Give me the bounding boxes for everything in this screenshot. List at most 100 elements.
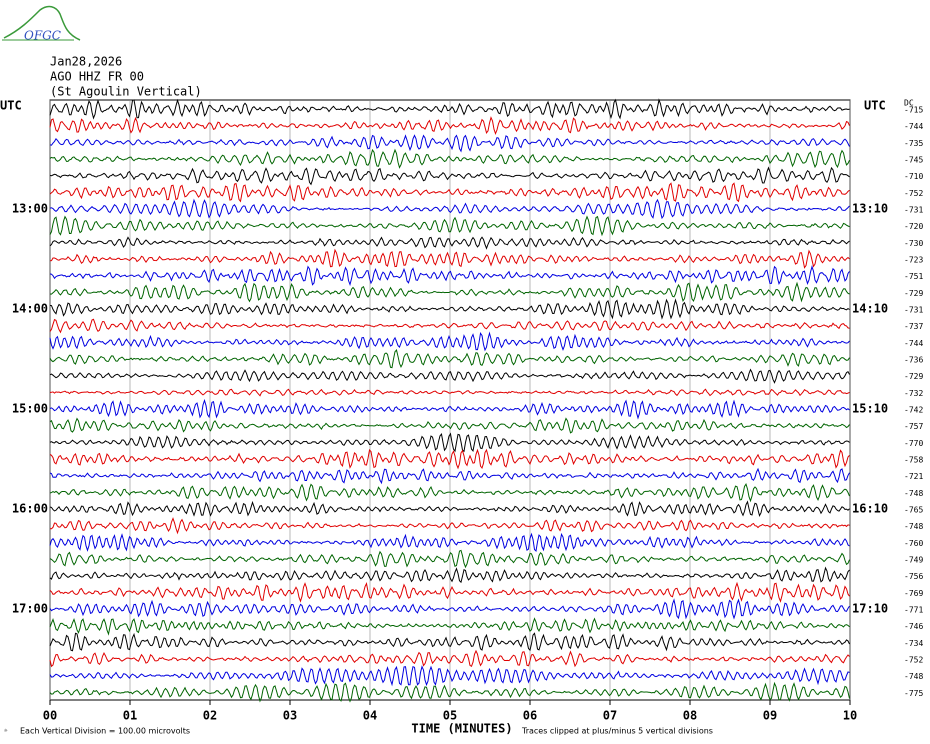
trace: [49, 331, 850, 352]
dc-offset: -758: [904, 456, 923, 465]
dc-offset: -746: [904, 622, 923, 631]
dc-offset: -744: [904, 339, 923, 348]
dc-offset: -715: [904, 106, 923, 115]
trace: [49, 632, 850, 652]
dc-offset: -770: [904, 439, 923, 448]
dc-offset: -748: [904, 489, 923, 498]
minute-label: 07: [603, 709, 617, 723]
dc-offset: -748: [904, 522, 923, 531]
dc-offset: -723: [904, 256, 923, 265]
trace: [49, 318, 850, 334]
trace: [49, 467, 850, 485]
location: (St Agoulin Vertical): [50, 85, 202, 99]
minute-label: 02: [203, 709, 217, 723]
trace: [49, 398, 850, 420]
trace: [49, 298, 850, 320]
trace: [50, 517, 850, 535]
dc-offset: -756: [904, 572, 923, 581]
dc-offset: -749: [904, 556, 923, 565]
minute-label: 01: [123, 709, 137, 723]
x-title: TIME (MINUTES): [411, 722, 512, 736]
trace: [49, 681, 850, 703]
left-hour-label: 13:00: [12, 202, 48, 216]
dc-offset: -745: [904, 156, 923, 165]
dc-offset: -710: [904, 172, 923, 181]
trace: [49, 500, 850, 517]
dc-offset: -742: [904, 406, 923, 415]
trace: [49, 665, 850, 687]
logo: OFGC: [2, 5, 81, 43]
footer-clip: Traces clipped at plus/minus 5 vertical …: [521, 727, 713, 736]
trace: [49, 649, 850, 668]
trace: [49, 566, 850, 584]
minute-label: 00: [43, 709, 57, 723]
dc-offset: -734: [904, 639, 923, 648]
dc-offset: -730: [904, 239, 923, 248]
minute-label: 06: [523, 709, 537, 723]
trace: [49, 116, 850, 136]
trace: [49, 182, 850, 203]
dc-offset: -732: [904, 389, 923, 398]
trace: [49, 549, 850, 569]
dc-offset: -731: [904, 206, 923, 215]
dc-offset: -720: [904, 222, 923, 231]
footer-scale: Each Vertical Division = 100.00 microvol…: [20, 727, 190, 736]
trace: [49, 598, 850, 620]
logo-text: OFGC: [24, 29, 61, 43]
right-hour-label: 16:10: [852, 502, 888, 516]
trace: [49, 432, 850, 453]
right-title: UTC: [864, 99, 886, 113]
trace: [49, 483, 850, 503]
left-hour-label: 17:00: [12, 602, 48, 616]
trace: [49, 617, 850, 636]
left-hour-label: 16:00: [12, 502, 48, 516]
trace: [49, 581, 850, 603]
minute-label: 04: [363, 709, 377, 723]
trace: [49, 198, 850, 220]
dc-offset: -751: [904, 272, 923, 281]
trace: [49, 348, 850, 369]
left-hour-label: 15:00: [12, 402, 48, 416]
dc-offset: -771: [904, 606, 923, 615]
dc-offset: -769: [904, 589, 923, 598]
trace: [49, 215, 850, 237]
dc-offset: -721: [904, 472, 923, 481]
trace: [49, 134, 850, 153]
dc-offset: -760: [904, 539, 923, 548]
dc-offset: -729: [904, 372, 923, 381]
trace: [49, 148, 850, 169]
right-hour-label: 17:10: [852, 602, 888, 616]
dc-offset: -737: [904, 322, 923, 331]
trace: [49, 281, 850, 303]
dc-offset: -752: [904, 656, 923, 665]
right-hour-label: 15:10: [852, 402, 888, 416]
trace: [49, 388, 850, 397]
dc-offset: -731: [904, 306, 923, 315]
dc-title: DC: [904, 99, 914, 108]
trace: [49, 532, 850, 553]
minute-label: 09: [763, 709, 777, 723]
trace: [49, 166, 850, 186]
left-title: UTC: [0, 99, 22, 113]
trace: [49, 248, 850, 269]
dc-offset: -752: [904, 189, 923, 198]
trace: [49, 264, 850, 287]
dc-offset: -736: [904, 356, 923, 365]
minute-label: 03: [283, 709, 297, 723]
minute-label: 05: [443, 709, 457, 723]
left-hour-label: 14:00: [12, 302, 48, 316]
dc-offset: -757: [904, 422, 923, 431]
dc-offset: -729: [904, 289, 923, 298]
dc-offset: -765: [904, 506, 923, 515]
trace: [49, 236, 850, 250]
dc-offset: -775: [904, 689, 923, 698]
date: Jan28,2026: [50, 55, 122, 69]
trace: [49, 448, 850, 470]
dc-offset: -744: [904, 122, 923, 131]
right-hour-label: 14:10: [852, 302, 888, 316]
dc-offset: -735: [904, 139, 923, 148]
trace: [49, 417, 850, 434]
minute-label: 08: [683, 709, 697, 723]
